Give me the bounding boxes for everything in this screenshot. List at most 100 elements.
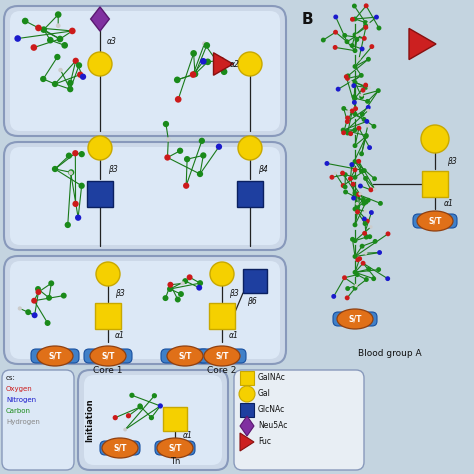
Circle shape: [68, 169, 74, 175]
Text: S/T: S/T: [113, 444, 127, 453]
Circle shape: [14, 35, 21, 42]
Circle shape: [352, 94, 356, 99]
Circle shape: [345, 116, 350, 120]
Circle shape: [61, 292, 67, 299]
Text: cs:: cs:: [6, 375, 16, 381]
Circle shape: [364, 210, 367, 213]
Circle shape: [362, 36, 367, 41]
Text: S/T: S/T: [348, 315, 362, 323]
Circle shape: [343, 190, 348, 194]
Circle shape: [40, 27, 47, 33]
Text: S/T: S/T: [428, 217, 442, 226]
Text: β6: β6: [247, 297, 257, 306]
Circle shape: [364, 85, 368, 90]
Circle shape: [350, 163, 355, 168]
Bar: [95, 303, 121, 329]
Circle shape: [373, 187, 376, 191]
Text: α2: α2: [230, 60, 240, 69]
Circle shape: [369, 225, 373, 229]
Circle shape: [360, 46, 365, 51]
Polygon shape: [240, 433, 254, 451]
Text: Hydrogen: Hydrogen: [6, 419, 40, 425]
Circle shape: [353, 175, 357, 180]
Circle shape: [167, 282, 173, 288]
Circle shape: [359, 94, 364, 99]
Circle shape: [25, 309, 31, 315]
Circle shape: [348, 131, 353, 136]
Text: α1: α1: [115, 331, 125, 340]
Ellipse shape: [37, 346, 73, 366]
Circle shape: [52, 81, 58, 87]
Circle shape: [361, 261, 365, 266]
Circle shape: [366, 57, 371, 62]
Circle shape: [123, 428, 127, 431]
Circle shape: [363, 176, 368, 181]
Circle shape: [374, 277, 377, 280]
Circle shape: [376, 88, 381, 93]
FancyBboxPatch shape: [4, 6, 286, 136]
Circle shape: [341, 183, 346, 188]
Circle shape: [363, 221, 367, 226]
Circle shape: [183, 182, 189, 189]
Circle shape: [152, 393, 157, 398]
Circle shape: [353, 191, 357, 196]
Circle shape: [88, 52, 112, 76]
Circle shape: [200, 58, 207, 64]
Circle shape: [353, 32, 357, 37]
FancyBboxPatch shape: [198, 349, 246, 363]
Circle shape: [178, 291, 184, 297]
Circle shape: [353, 207, 357, 211]
Circle shape: [238, 136, 262, 160]
Circle shape: [345, 119, 350, 124]
Circle shape: [184, 156, 190, 162]
Circle shape: [175, 96, 182, 103]
Circle shape: [191, 71, 198, 77]
Circle shape: [353, 238, 357, 243]
Circle shape: [350, 43, 355, 48]
Circle shape: [30, 44, 37, 51]
Text: β3: β3: [229, 290, 239, 299]
Circle shape: [355, 210, 360, 214]
Circle shape: [31, 298, 37, 304]
Circle shape: [48, 280, 54, 286]
Circle shape: [175, 297, 181, 302]
Circle shape: [353, 80, 357, 85]
Circle shape: [376, 267, 381, 272]
Circle shape: [421, 125, 449, 153]
Ellipse shape: [337, 309, 373, 329]
Circle shape: [73, 58, 79, 64]
FancyBboxPatch shape: [2, 370, 74, 470]
Circle shape: [345, 295, 350, 301]
Circle shape: [73, 201, 79, 207]
Circle shape: [367, 86, 371, 90]
Circle shape: [353, 17, 357, 21]
Circle shape: [342, 33, 347, 38]
Circle shape: [138, 404, 143, 410]
Circle shape: [75, 215, 81, 221]
Text: Nitrogen: Nitrogen: [6, 397, 36, 403]
Circle shape: [364, 277, 369, 282]
Circle shape: [55, 11, 62, 18]
Circle shape: [149, 415, 154, 420]
Circle shape: [333, 45, 337, 50]
Circle shape: [79, 182, 85, 189]
FancyBboxPatch shape: [333, 312, 377, 326]
Text: S/T: S/T: [101, 352, 115, 361]
Circle shape: [331, 294, 336, 299]
Circle shape: [363, 23, 368, 28]
Circle shape: [352, 100, 357, 105]
Circle shape: [80, 73, 86, 80]
Circle shape: [349, 162, 354, 167]
Circle shape: [353, 270, 357, 275]
Circle shape: [352, 3, 357, 9]
Circle shape: [163, 121, 169, 127]
Circle shape: [364, 25, 368, 30]
Circle shape: [69, 27, 76, 34]
Circle shape: [342, 275, 347, 280]
Circle shape: [364, 251, 367, 255]
Circle shape: [40, 76, 46, 82]
Circle shape: [374, 15, 379, 19]
FancyBboxPatch shape: [155, 441, 195, 455]
Ellipse shape: [102, 438, 138, 458]
Circle shape: [333, 30, 338, 35]
